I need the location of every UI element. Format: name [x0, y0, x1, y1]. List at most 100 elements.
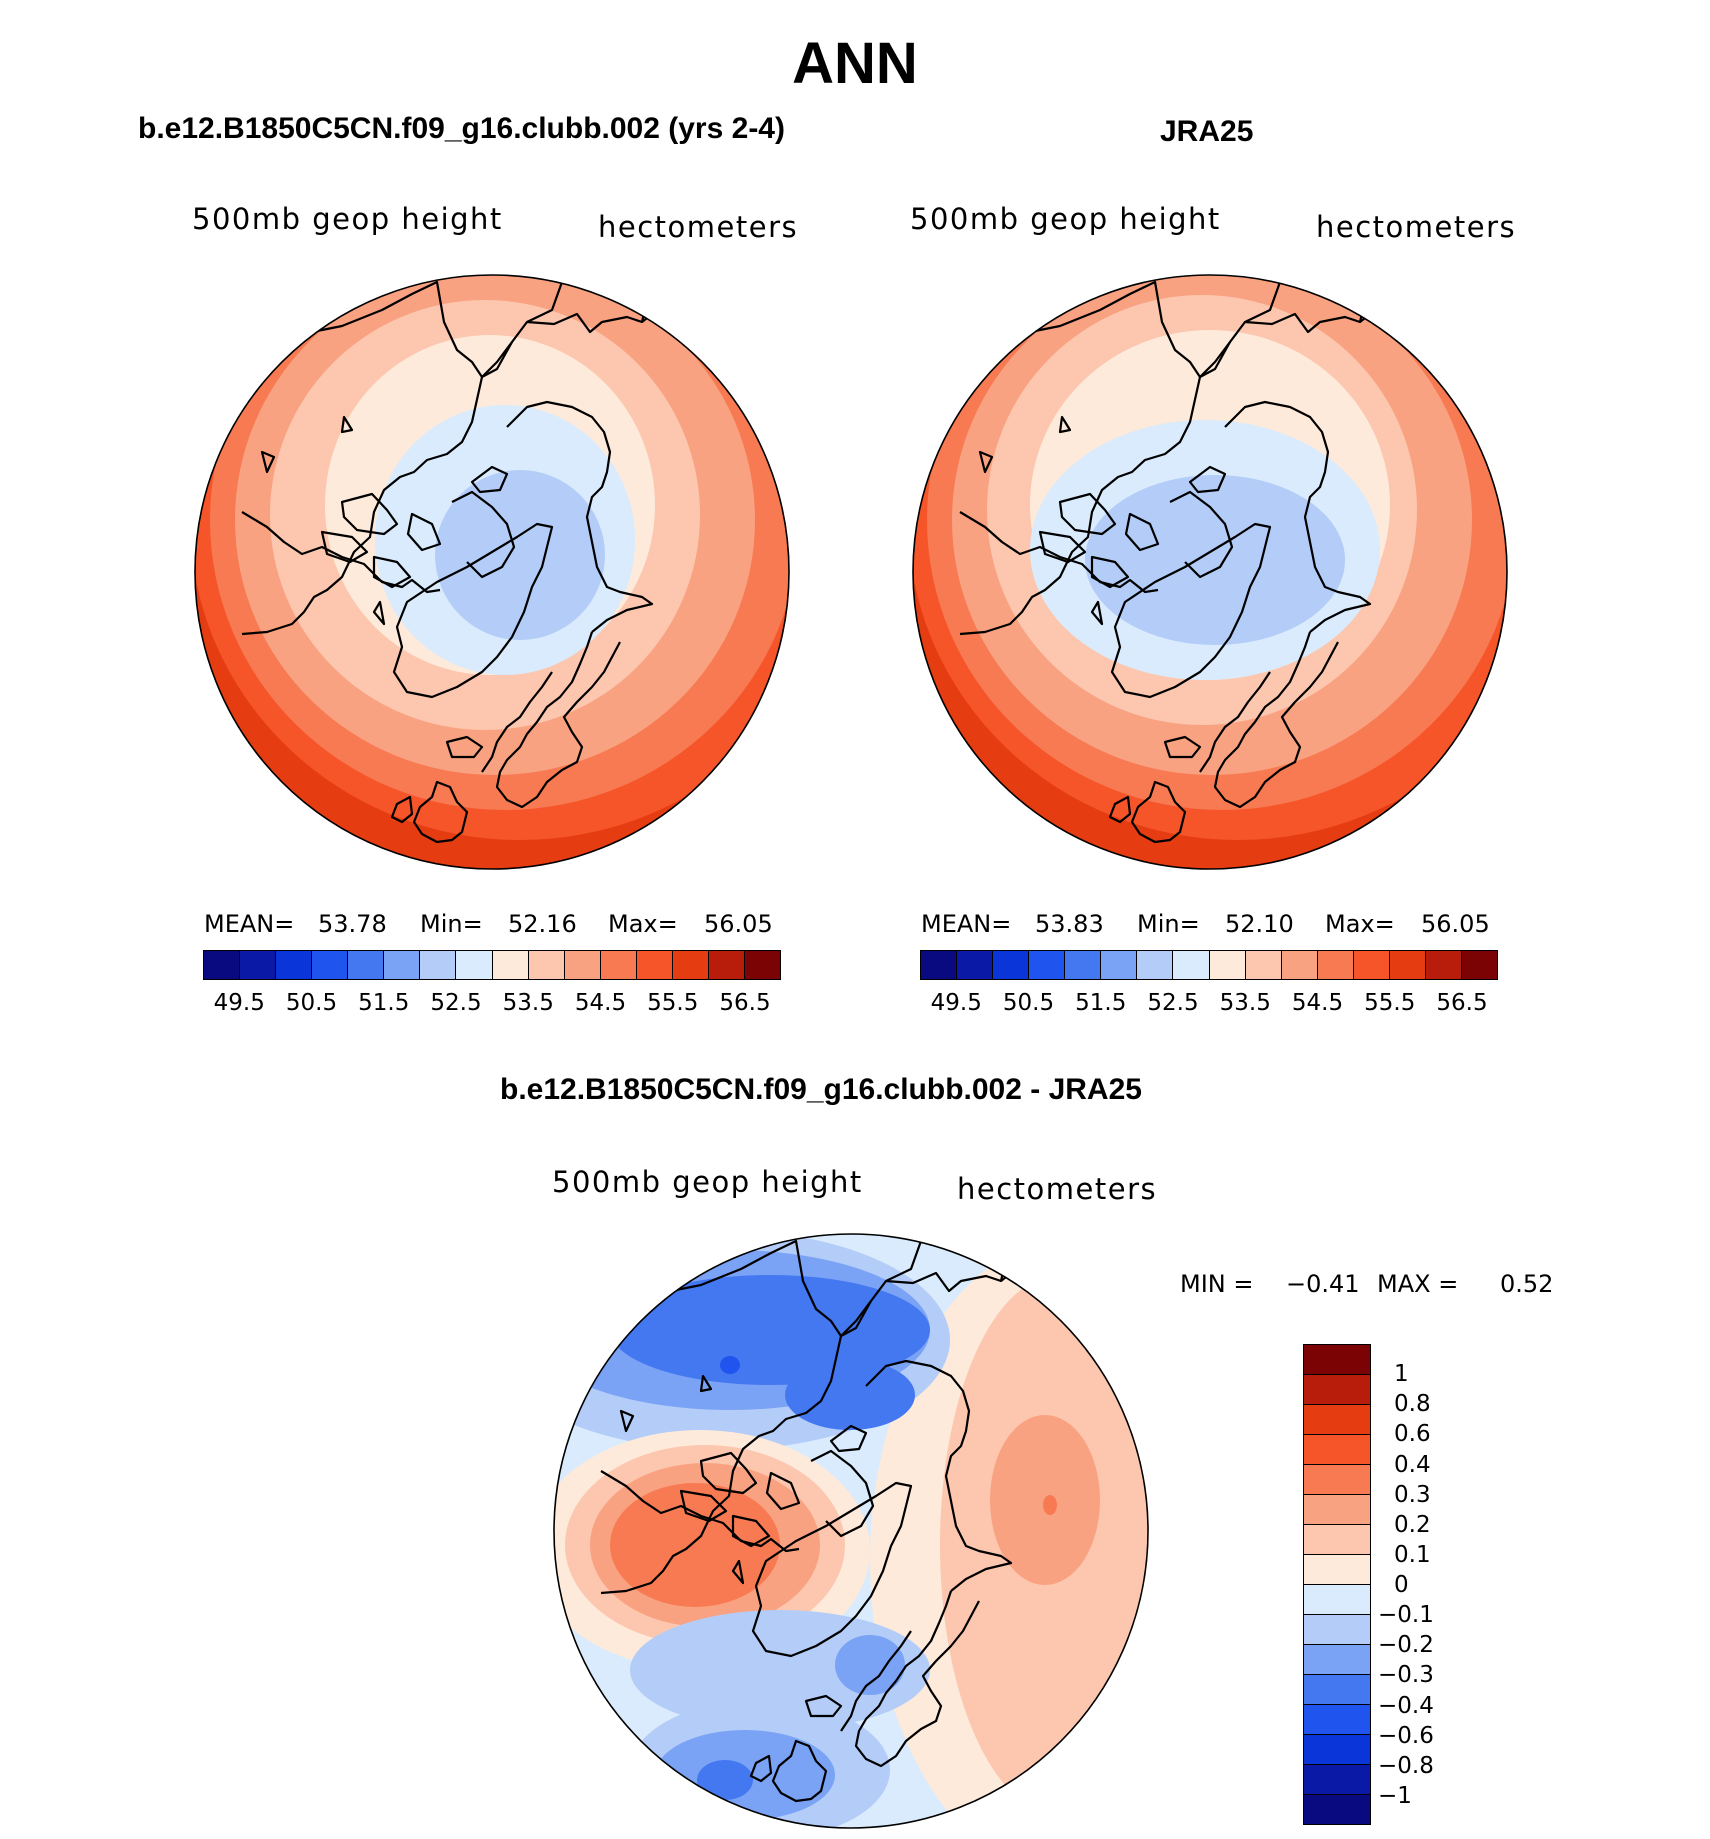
diff-colorbar-cell	[1304, 1345, 1370, 1375]
model-min-label: Min=	[420, 910, 483, 938]
diff-colorbar-cell	[1304, 1375, 1370, 1405]
model-variable-label: 500mb geop height	[192, 202, 503, 236]
obs-colorbar-cell	[1065, 951, 1102, 979]
diff-colorbar-tick-label: −0.6	[1378, 1722, 1434, 1749]
obs-colorbar-cell	[1317, 951, 1354, 979]
model-colorbar-cell	[600, 951, 637, 979]
obs-mean-label: MEAN=	[921, 910, 1012, 938]
obs-colorbar-cell	[1245, 951, 1282, 979]
diff-colorbar-cell	[1304, 1795, 1370, 1824]
diff-colorbar-tick-label: −1	[1378, 1782, 1412, 1809]
obs-colorbar-tick-label: 53.5	[1219, 990, 1271, 1016]
model-colorbar-cell	[672, 951, 709, 979]
obs-units-label: hectometers	[1316, 210, 1517, 244]
diff-colorbar-cell	[1304, 1705, 1370, 1735]
obs-colorbar-tick-label: 49.5	[930, 990, 982, 1016]
model-colorbar-cell	[564, 951, 601, 979]
diff-min-value: −0.41	[1286, 1270, 1360, 1298]
obs-colorbar-cell	[1137, 951, 1174, 979]
diff-colorbar-tick-label: −0.2	[1378, 1632, 1434, 1659]
obs-colorbar-ticks: 49.5 50.5 51.5 52.5 53.5 54.5 55.5 56.5	[920, 990, 1498, 1020]
model-mean-value: 53.78	[318, 910, 387, 938]
model-colorbar-ticks: 49.5 50.5 51.5 52.5 53.5 54.5 55.5 56.5	[203, 990, 781, 1020]
model-colorbar-tick-label: 56.5	[719, 990, 771, 1016]
obs-colorbar-tick-label: 51.5	[1075, 990, 1127, 1016]
diff-colorbar-tick-label: 0.1	[1394, 1541, 1431, 1568]
diff-variable-label: 500mb geop height	[552, 1165, 863, 1199]
obs-max-label: Max=	[1325, 910, 1395, 938]
model-colorbar-cell	[636, 951, 673, 979]
obs-colorbar-tick-label: 54.5	[1291, 990, 1344, 1016]
diff-max-value: 0.52	[1500, 1270, 1554, 1298]
model-colorbar-cell	[420, 951, 457, 979]
diff-map-fill	[554, 1234, 1148, 1828]
model-colorbar-tick-label: 50.5	[285, 990, 338, 1016]
obs-map-border	[912, 274, 1508, 870]
diff-map-border	[553, 1233, 1149, 1829]
obs-colorbar-cell	[921, 951, 958, 979]
model-max-value: 56.05	[704, 910, 773, 938]
model-map-border	[194, 274, 790, 870]
diff-colorbar-cell	[1304, 1525, 1370, 1555]
obs-mean-value: 53.83	[1035, 910, 1104, 938]
model-colorbar-cell	[276, 951, 313, 979]
obs-colorbar-cell	[1425, 951, 1462, 979]
model-colorbar-cell	[708, 951, 745, 979]
obs-colorbar-cell	[957, 951, 994, 979]
diff-colorbar-cell	[1304, 1675, 1370, 1705]
diff-colorbar-cell	[1304, 1615, 1370, 1645]
model-colorbar-tick-label: 55.5	[647, 990, 699, 1016]
obs-colorbar-cell	[1173, 951, 1210, 979]
diff-colorbar-cell	[1304, 1585, 1370, 1615]
diff-colorbar-cell	[1304, 1405, 1370, 1435]
obs-colorbar	[920, 950, 1498, 980]
obs-max-value: 56.05	[1421, 910, 1490, 938]
obs-colorbar-cell	[1281, 951, 1318, 979]
model-colorbar-tick-label: 49.5	[213, 990, 265, 1016]
model-colorbar-cell	[312, 951, 349, 979]
diff-colorbar-cell	[1304, 1765, 1370, 1795]
diff-colorbar	[1303, 1344, 1371, 1825]
diff-colorbar-tick-label: 0.2	[1394, 1511, 1431, 1538]
obs-colorbar-cell	[1101, 951, 1138, 979]
model-colorbar-cell	[528, 951, 565, 979]
diff-colorbar-cell	[1304, 1435, 1370, 1465]
model-colorbar-tick-label: 54.5	[574, 990, 627, 1016]
obs-colorbar-cell	[1389, 951, 1426, 979]
obs-colorbar-tick-label: 50.5	[1002, 990, 1055, 1016]
obs-min-value: 52.10	[1225, 910, 1294, 938]
obs-colorbar-cell	[993, 951, 1030, 979]
diff-units-label: hectometers	[957, 1172, 1158, 1206]
model-units-label: hectometers	[598, 210, 799, 244]
figure-title: ANN	[792, 31, 918, 96]
model-mean-label: MEAN=	[204, 910, 295, 938]
obs-colorbar-cell	[1461, 951, 1497, 979]
diff-colorbar-tick-label: 0	[1394, 1572, 1409, 1598]
model-min-value: 52.16	[508, 910, 577, 938]
obs-colorbar-tick-label: 52.5	[1147, 990, 1199, 1016]
diff-panel-title: b.e12.B1850C5CN.f09_g16.clubb.002 - JRA2…	[500, 1073, 1142, 1106]
diff-colorbar-tick-label: −0.4	[1378, 1692, 1434, 1719]
obs-min-label: Min=	[1137, 910, 1200, 938]
model-colorbar-tick-label: 52.5	[430, 990, 482, 1016]
obs-colorbar-cell	[1209, 951, 1246, 979]
obs-colorbar-tick-label: 55.5	[1364, 990, 1416, 1016]
diff-min-label: MIN =	[1180, 1270, 1254, 1298]
model-max-label: Max=	[608, 910, 678, 938]
model-colorbar-cell	[348, 951, 385, 979]
diff-colorbar-tick-label: 0.3	[1394, 1481, 1431, 1508]
diff-colorbar-cell	[1304, 1645, 1370, 1675]
model-map-fill	[195, 275, 789, 869]
diff-colorbar-cell	[1304, 1555, 1370, 1585]
model-colorbar-tick-label: 53.5	[502, 990, 554, 1016]
diff-colorbar-tick-label: −0.1	[1378, 1602, 1434, 1629]
model-colorbar-tick-label: 51.5	[358, 990, 410, 1016]
diff-colorbar-cell	[1304, 1495, 1370, 1525]
diff-colorbar-tick-label: −0.3	[1378, 1662, 1434, 1689]
model-colorbar-cell	[456, 951, 493, 979]
model-colorbar-cell	[492, 951, 529, 979]
diff-colorbar-cell	[1304, 1735, 1370, 1765]
obs-colorbar-cell	[1029, 951, 1066, 979]
model-colorbar	[203, 950, 781, 980]
